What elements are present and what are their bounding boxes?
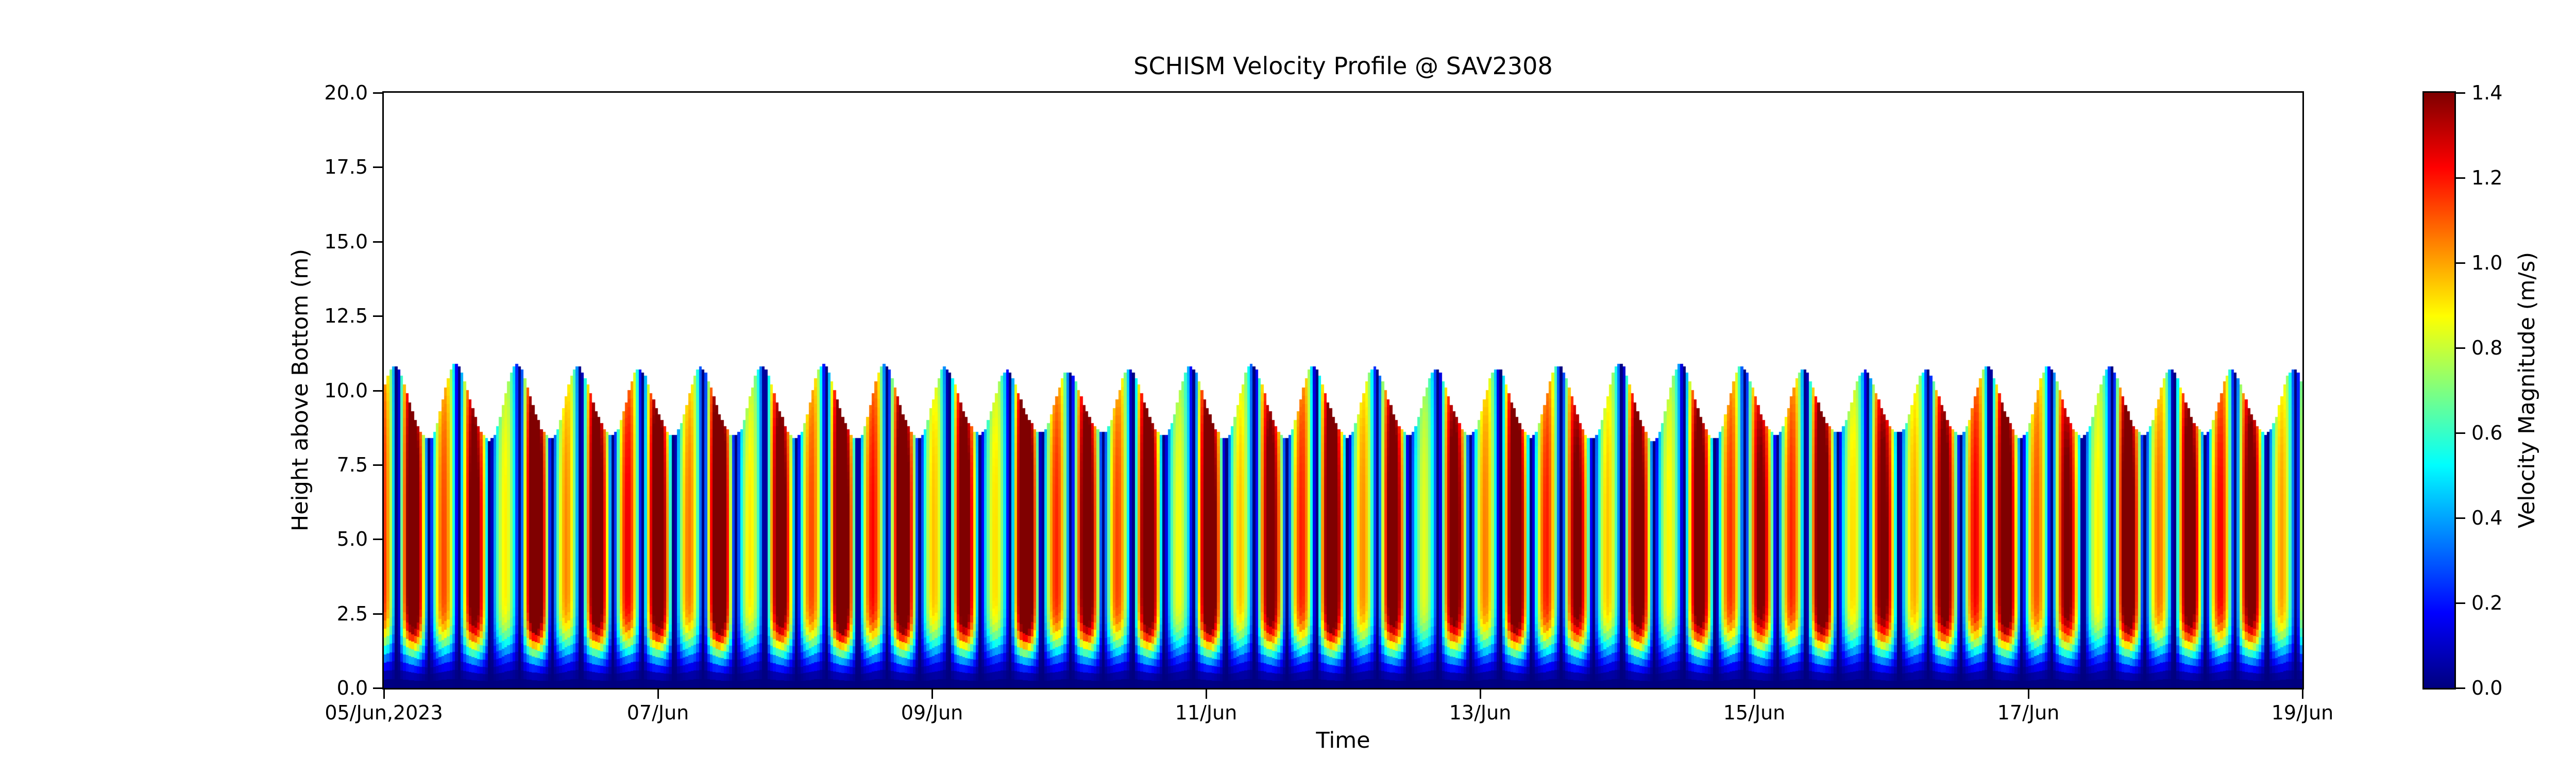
tick-label: 0.0	[336, 677, 368, 699]
tick-label: 12.5	[324, 305, 368, 328]
tick-label: 0.4	[2471, 507, 2503, 529]
tick-mark	[657, 690, 659, 699]
tick-mark	[1480, 690, 1481, 699]
tick-label: 19/Jun	[2271, 701, 2334, 724]
tick-label: 17/Jun	[1997, 701, 2060, 724]
tick-label: 0.0	[2471, 677, 2503, 699]
tick-mark	[2028, 690, 2029, 699]
tick-mark	[2302, 690, 2303, 699]
tick-label: 17.5	[324, 156, 368, 179]
colorbar-gradient	[2424, 93, 2454, 688]
tick-label: 1.4	[2471, 81, 2503, 104]
tick-mark	[373, 539, 382, 541]
tick-label: 1.2	[2471, 166, 2503, 189]
tick-label: 1.0	[2471, 251, 2503, 274]
tick-label: 0.8	[2471, 337, 2503, 359]
tick-mark	[373, 166, 382, 169]
y-axis-label: Height above Bottom (m)	[287, 248, 313, 532]
tick-mark	[2456, 432, 2465, 434]
tick-mark	[2456, 262, 2465, 264]
tick-label: 15/Jun	[1723, 701, 1786, 724]
tick-mark	[2456, 517, 2465, 519]
chart-title: SCHISM Velocity Profile @ SAV2308	[1133, 52, 1553, 80]
tick-label: 11/Jun	[1175, 701, 1238, 724]
tick-mark	[1206, 690, 1207, 699]
tick-label: 15.0	[324, 230, 368, 253]
tick-label: 07/Jun	[626, 701, 689, 724]
tick-mark	[373, 92, 382, 94]
velocity-heatmap-plot-area	[384, 93, 2302, 688]
tick-mark	[373, 464, 382, 466]
tick-mark	[373, 315, 382, 317]
tick-mark	[373, 390, 382, 392]
tick-mark	[931, 690, 933, 699]
tick-mark	[2456, 177, 2465, 179]
tick-label: 2.5	[336, 602, 368, 625]
tick-label: 7.5	[336, 453, 368, 476]
x-axis-label: Time	[1316, 728, 1370, 753]
tick-label: 20.0	[324, 81, 368, 104]
tick-mark	[2456, 347, 2465, 349]
tick-label: 0.2	[2471, 592, 2503, 614]
tick-mark	[2456, 602, 2465, 604]
tick-mark	[2456, 92, 2465, 94]
tick-label: 13/Jun	[1449, 701, 1512, 724]
tick-label: 5.0	[336, 528, 368, 551]
tick-label: 10.0	[324, 379, 368, 402]
tick-label: 05/Jun,2023	[325, 701, 443, 724]
tick-mark	[373, 687, 382, 689]
colorbar-label: Velocity Magnitude (m/s)	[2514, 251, 2540, 529]
tick-mark	[383, 690, 385, 699]
tick-mark	[2456, 687, 2465, 689]
tick-label: 0.6	[2471, 422, 2503, 444]
tick-mark	[373, 613, 382, 615]
tick-mark	[373, 241, 382, 243]
tick-mark	[1754, 690, 1755, 699]
tick-label: 09/Jun	[901, 701, 963, 724]
